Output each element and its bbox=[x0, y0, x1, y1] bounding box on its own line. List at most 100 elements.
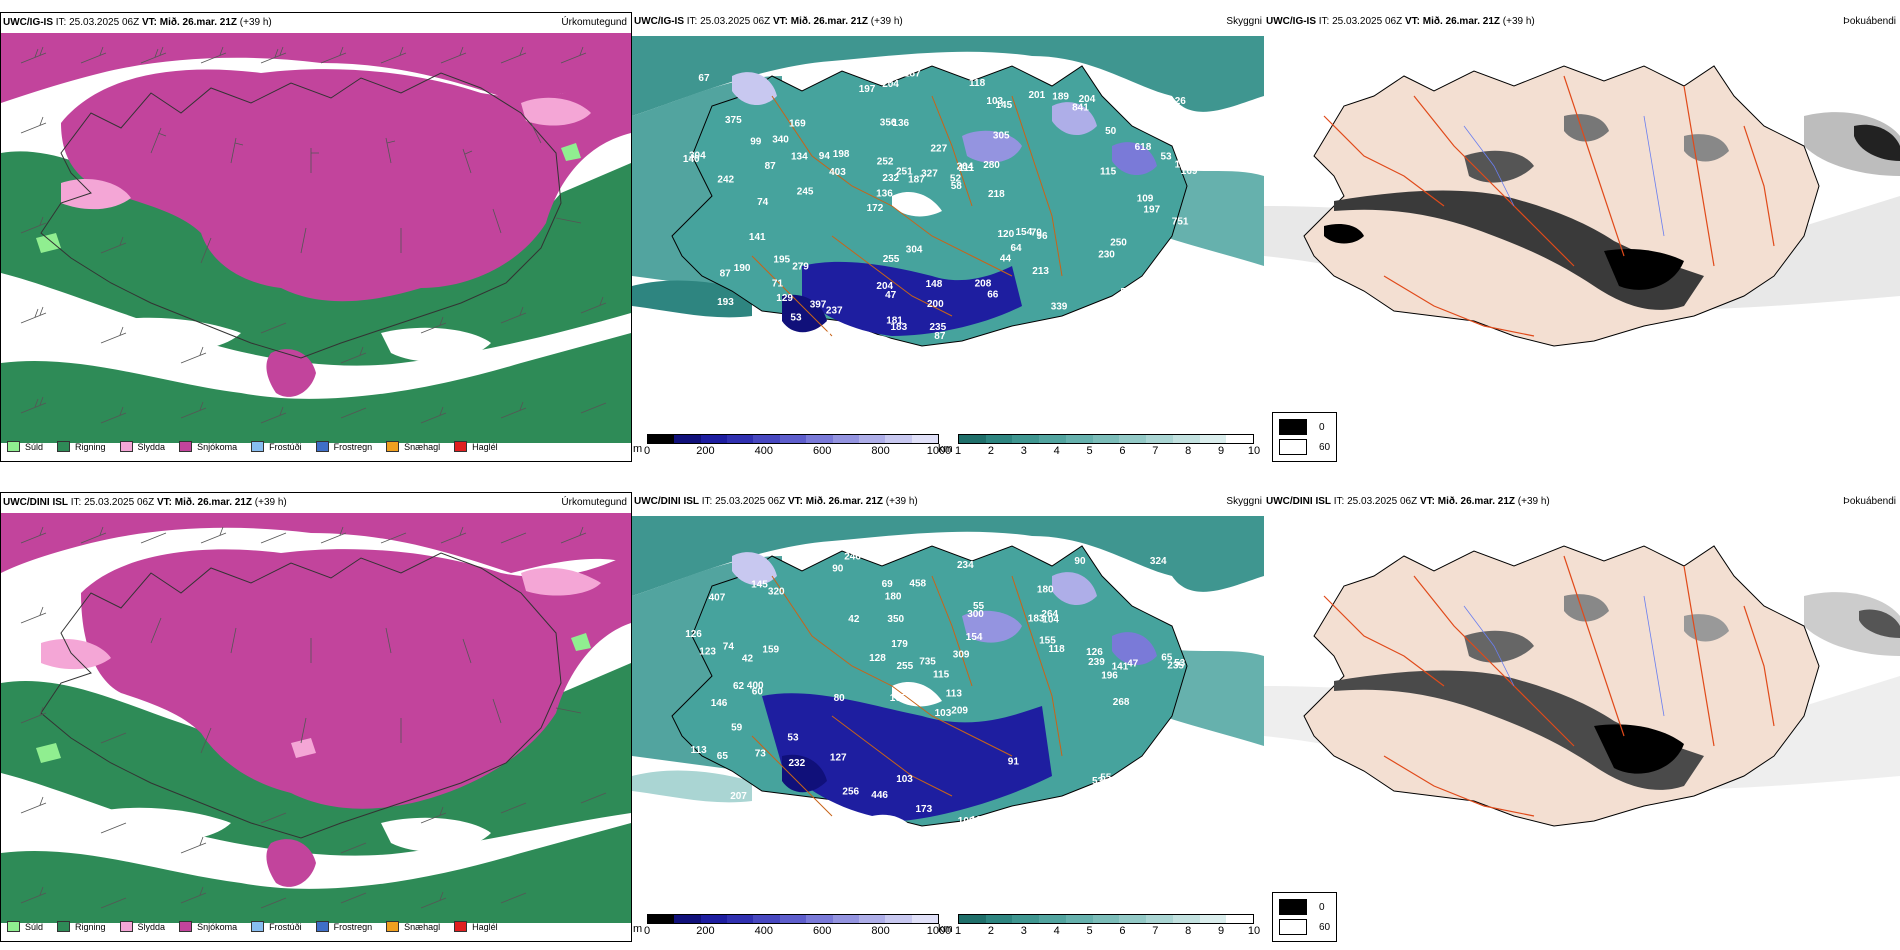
model-name: UWC/DINI ISL bbox=[3, 497, 68, 508]
colorbar-segment bbox=[1199, 915, 1227, 923]
cloud-base-value: 52 bbox=[950, 174, 962, 185]
cloud-base-value: 183 bbox=[891, 322, 908, 333]
colorbar-segment bbox=[753, 435, 780, 443]
cloud-base-value: 145 bbox=[996, 100, 1013, 111]
row1-precip-panel: UWC/IG-IS IT: 25.03.2025 06Z VT: Mið. 26… bbox=[0, 12, 632, 462]
legend-item: Frostúði bbox=[251, 441, 302, 452]
cloud-base-value: 188 bbox=[841, 816, 858, 827]
visibility-colorbar: 1 2 3 4 5 6 7 8 9 10 km bbox=[938, 914, 1260, 938]
colorbar-segment bbox=[885, 435, 912, 443]
model-name: UWC/DINI ISL bbox=[1266, 496, 1331, 507]
legend-swatch bbox=[57, 921, 71, 932]
init-time: IT: 25.03.2025 06Z bbox=[686, 16, 771, 27]
lead-time: (+39 h) bbox=[254, 497, 287, 508]
cloud-base-value: 256 bbox=[842, 787, 859, 798]
colorbar-tick: 7 bbox=[1152, 445, 1159, 457]
legend-item: Slydda bbox=[119, 921, 165, 932]
valid-time: Mið. 26.mar. 21Z bbox=[790, 16, 869, 27]
legend-item: Snjókoma bbox=[179, 921, 237, 932]
cloud-height-colorbar: 0 200 400 600 800 1000 m bbox=[633, 914, 951, 938]
cloud-base-value: 207 bbox=[730, 791, 747, 802]
cloud-base-value: 74 bbox=[757, 197, 769, 208]
colorbar-tick: 2 bbox=[987, 445, 994, 457]
cloud-base-value: 53 bbox=[790, 313, 802, 324]
valid-time-label: VT: bbox=[772, 16, 788, 27]
colorbar-segment bbox=[700, 435, 728, 443]
model-name: UWC/DINI ISL bbox=[634, 496, 699, 507]
cloud-unit: m bbox=[633, 443, 643, 455]
legend-swatch bbox=[119, 441, 133, 452]
legend-swatch bbox=[179, 921, 193, 932]
legend-label: Frostúði bbox=[269, 921, 302, 932]
cloud-base-value: 120 bbox=[998, 229, 1015, 240]
legend-label: Súld bbox=[25, 441, 44, 452]
legend-item: Snæhagl bbox=[386, 921, 440, 932]
cloud-base-value: 115 bbox=[933, 670, 950, 681]
legend-item: Snæhagl bbox=[386, 441, 440, 452]
cloud-base-value: 197 bbox=[859, 84, 876, 95]
cloud-base-value: 403 bbox=[829, 167, 846, 178]
colorbar-tick: 1000 bbox=[926, 445, 952, 457]
colorbar-segment bbox=[832, 915, 859, 923]
cloud-base-value: 59 bbox=[731, 722, 743, 733]
cloud-base-value: 127 bbox=[1167, 598, 1184, 609]
cloud-base-value: 307 bbox=[877, 75, 894, 86]
colorbar-segment bbox=[911, 915, 938, 923]
colorbar-segment bbox=[911, 435, 938, 443]
row1-cloud-panel: UWC/IG-IS IT: 25.03.2025 06Z VT: Mið. 26… bbox=[632, 12, 1264, 462]
colorbar-tick: 2 bbox=[987, 925, 994, 937]
colorbar-segment bbox=[753, 915, 780, 923]
cloud-base-value: 123 bbox=[699, 647, 716, 658]
cloud-base-value: 140 bbox=[683, 154, 700, 165]
row1-cloud-header: UWC/IG-IS IT: 25.03.2025 06Z VT: Mið. 26… bbox=[634, 16, 903, 27]
legend-swatch bbox=[315, 441, 329, 452]
fog-map-svg bbox=[1264, 516, 1900, 916]
fog-title: Þokuábendi bbox=[1843, 16, 1896, 27]
cloud-base-value: 249 bbox=[1161, 259, 1178, 270]
cloud-base-value: 73 bbox=[755, 749, 767, 760]
cloud-base-value: 268 bbox=[1113, 697, 1130, 708]
colorbar-segment bbox=[1226, 915, 1254, 923]
cloud-base-value: 53 bbox=[1174, 658, 1186, 669]
fog-legend: 0 60 bbox=[1272, 892, 1338, 942]
cloud-base-value: 190 bbox=[734, 263, 751, 274]
colorbar-segment bbox=[1012, 435, 1040, 443]
legend-swatch bbox=[386, 441, 400, 452]
colorbar-tick: 1000 bbox=[926, 925, 952, 937]
cloud-base-value: 735 bbox=[919, 657, 936, 668]
cloud-base-value: 146 bbox=[711, 698, 728, 709]
cloud-base-value: 50 bbox=[1105, 126, 1117, 137]
cloud-base-value: 62 bbox=[741, 335, 753, 346]
row2-fog-header: UWC/DINI ISL IT: 25.03.2025 06Z VT: Mið.… bbox=[1266, 496, 1550, 507]
colorbar-segment bbox=[700, 915, 728, 923]
cloud-base-value: 232 bbox=[1006, 808, 1023, 819]
cloud-base-value: 375 bbox=[725, 115, 742, 126]
cloud-base-value: 59 bbox=[1120, 287, 1132, 298]
fog-legend-label: 0 bbox=[1319, 901, 1325, 913]
legend-label: Súld bbox=[25, 921, 44, 932]
legend-label: Snæhagl bbox=[404, 441, 441, 452]
legend-item: Frostregn bbox=[315, 921, 372, 932]
row1-fog-panel: UWC/IG-IS IT: 25.03.2025 06Z VT: Mið. 26… bbox=[1264, 12, 1900, 462]
colorbar-tick: 400 bbox=[754, 925, 773, 937]
cloud-title: Skyggni bbox=[1226, 16, 1262, 27]
colorbar-segment bbox=[1119, 915, 1147, 923]
cloud-base-value: 193 bbox=[717, 297, 734, 308]
legend-label: Snjókoma bbox=[197, 921, 238, 932]
cloud-base-value: 209 bbox=[951, 705, 968, 716]
colorbar-segment bbox=[885, 915, 912, 923]
cloud-base-value: 255 bbox=[897, 661, 914, 672]
row2-cloud-panel: UWC/DINI ISL IT: 25.03.2025 06Z VT: Mið.… bbox=[632, 492, 1264, 942]
cloud-base-value: 240 bbox=[1120, 564, 1137, 575]
legend-item: Rigning bbox=[57, 441, 106, 452]
colorbar-segment bbox=[1199, 435, 1227, 443]
cloud-base-value: 53 bbox=[1092, 776, 1104, 787]
colorbar-tick: 5 bbox=[1086, 925, 1093, 937]
cloud-base-value: 243 bbox=[1135, 106, 1152, 117]
cloud-base-value: 170 bbox=[1086, 316, 1103, 327]
cloud-base-value: 55 bbox=[973, 601, 985, 612]
legend-swatch bbox=[251, 921, 265, 932]
colorbar-tick: 3 bbox=[1020, 925, 1027, 937]
fog-index-map bbox=[1264, 516, 1900, 916]
cloud-base-value: 250 bbox=[1110, 238, 1127, 249]
